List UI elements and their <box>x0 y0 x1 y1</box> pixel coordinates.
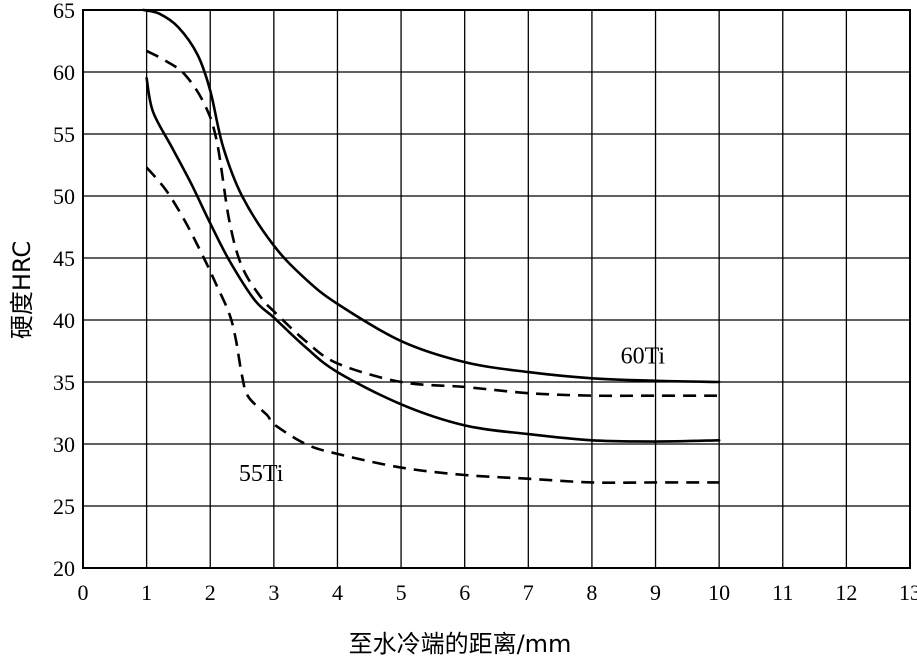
y-tick-label: 25 <box>53 494 75 519</box>
series-line-55Ti-dashed <box>145 166 720 485</box>
y-tick-label: 50 <box>53 184 75 209</box>
y-tick-label: 45 <box>53 246 75 271</box>
x-tick-label: 1 <box>141 580 152 605</box>
curve-layer <box>142 8 721 485</box>
y-tick-label: 55 <box>53 122 75 147</box>
x-tick-label: 9 <box>650 580 661 605</box>
x-tick-label: 8 <box>586 580 597 605</box>
x-tick-label: 6 <box>459 580 470 605</box>
y-tick-label: 35 <box>53 370 75 395</box>
x-tick-label: 10 <box>708 580 730 605</box>
series-line-60Ti-dashed <box>146 49 720 398</box>
y-tick-label: 65 <box>53 0 75 23</box>
y-tick-label: 20 <box>53 556 75 581</box>
series-line-55Ti-solid <box>145 76 721 443</box>
series-annotation-label: 60Ti <box>621 343 666 369</box>
y-tick-label: 60 <box>53 60 75 85</box>
x-tick-label: 11 <box>772 580 793 605</box>
annotation-layer: 60Ti 55Ti <box>239 343 666 487</box>
series-line-60Ti-solid <box>142 8 721 384</box>
x-tick-label: 4 <box>332 580 343 605</box>
plot-frame <box>82 9 911 569</box>
y-tick-label: 40 <box>53 308 75 333</box>
x-axis-label: 至水冷端的距离/mm <box>349 630 572 658</box>
x-tick-label: 3 <box>268 580 279 605</box>
y-tick-label: 30 <box>53 432 75 457</box>
x-tick-label: 12 <box>835 580 857 605</box>
y-axis-label: 硬度HRC <box>8 241 36 339</box>
x-tick-label: 7 <box>523 580 534 605</box>
x-tick-label: 2 <box>205 580 216 605</box>
series-annotation-label: 55Ti <box>239 461 284 487</box>
x-tick-label: 0 <box>78 580 89 605</box>
x-tick-label: 5 <box>396 580 407 605</box>
x-tick-label: 13 <box>899 580 917 605</box>
grid-layer <box>82 9 911 569</box>
